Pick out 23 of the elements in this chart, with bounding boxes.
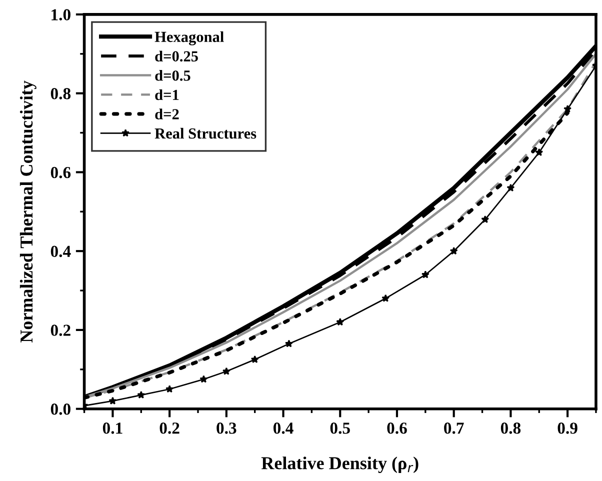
x-tick-label: 0.1 xyxy=(102,422,122,434)
legend-label: d=1 xyxy=(155,89,179,100)
legend-label: d=0.25 xyxy=(155,50,198,62)
x-tick-label: 0.3 xyxy=(216,422,236,434)
legend-label: Real Structures xyxy=(154,128,256,139)
x-tick-label: 0.8 xyxy=(500,422,521,434)
y-axis-title: Normalized Thermal Contuctivity xyxy=(20,80,36,343)
x-tick-label: 0.5 xyxy=(330,422,350,434)
legend-label: d=0.5 xyxy=(155,70,190,81)
x-tick-label: 0.6 xyxy=(387,422,407,434)
y-tick-label: 0.8 xyxy=(50,88,71,100)
y-tick-label: 0.4 xyxy=(50,246,71,258)
x-tick-label: 0.2 xyxy=(160,422,180,434)
legend-label: Hexagonal xyxy=(154,31,224,46)
x-tick-label: 0.7 xyxy=(444,422,464,434)
y-tick-label: 0.6 xyxy=(50,166,71,178)
x-tick-label: 0.9 xyxy=(558,422,578,434)
legend-label: d=2 xyxy=(155,108,179,120)
y-tick-label: 0.0 xyxy=(50,404,70,415)
y-tick-label: 1.0 xyxy=(52,9,70,20)
y-tick-label: 0.2 xyxy=(50,324,70,336)
x-axis-title: Relative Density (ρ$_{r}$) xyxy=(261,456,418,474)
x-tick-label: 0.4 xyxy=(273,422,294,434)
